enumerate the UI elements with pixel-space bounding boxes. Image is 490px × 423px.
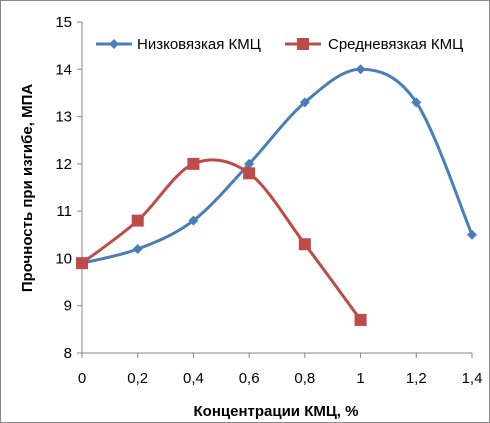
series-layer	[76, 64, 477, 326]
y-tick-label: 12	[55, 156, 72, 173]
series-2-point	[76, 257, 88, 270]
y-tick-label: 11	[56, 203, 72, 220]
y-tick-label: 10	[55, 250, 72, 267]
plot-area	[77, 21, 473, 358]
legend-marker-series-2	[297, 38, 309, 50]
x-tick-label: 0,2	[127, 370, 148, 387]
series-2-point	[243, 167, 256, 180]
y-tick-label: 14	[55, 61, 72, 78]
x-tick-label: 1,2	[406, 370, 427, 387]
legend-marker-series-1	[109, 39, 119, 49]
x-tick-label: 0,8	[294, 370, 315, 387]
series-2-point	[187, 157, 200, 170]
series-1-point	[299, 97, 310, 108]
y-axis-title: Прочность при изгибе, МПА	[19, 84, 36, 293]
x-axis-title: Концентрации КМЦ, %	[194, 403, 359, 420]
legend-label-series-2: Средневязкая КМЦ	[328, 36, 463, 53]
series-1-point	[132, 243, 143, 254]
x-tick-label: 0	[78, 370, 86, 387]
legend-item-series-1: Низковязкая КМЦ	[96, 36, 261, 53]
series-2-point	[298, 238, 311, 251]
series-1-line	[80, 67, 474, 265]
y-tick-label: 8	[64, 345, 72, 362]
series-1-point	[467, 229, 477, 240]
x-tick-label: 1	[356, 370, 364, 387]
x-tick-label: 0,4	[183, 370, 204, 387]
legend: Низковязкая КМЦ Средневязкая КМЦ	[96, 36, 463, 53]
y-tick-label: 13	[55, 109, 72, 126]
y-tick-label: 15	[55, 14, 72, 31]
series-1-point	[355, 64, 366, 75]
x-tick-label: 1,4	[462, 370, 483, 387]
legend-label-series-1: Низковязкая КМЦ	[137, 36, 261, 53]
series-2-line	[80, 158, 363, 322]
series-1-point	[188, 215, 199, 226]
series-1-point	[411, 97, 422, 108]
legend-item-series-2: Средневязкая КМЦ	[285, 36, 463, 53]
series-1-point	[244, 158, 255, 169]
series-2-point	[354, 313, 367, 326]
series-2-point	[131, 214, 144, 227]
ticks-layer: 0 0,2 0,4 0,6 0,8 1 1,2 1,4 8 9 10 11 12 13 14 15	[55, 14, 482, 387]
x-tick-label: 0,6	[239, 370, 260, 387]
y-tick-label: 9	[64, 298, 72, 315]
